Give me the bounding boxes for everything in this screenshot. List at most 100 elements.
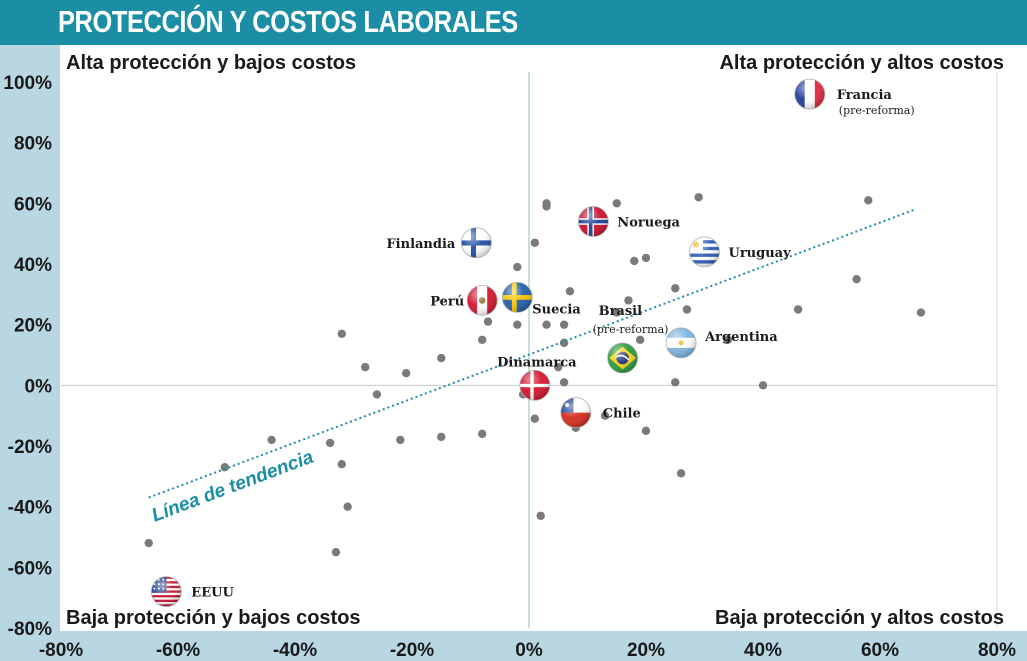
data-point [635,335,645,345]
y-tick-label: 80% [14,134,52,155]
data-point [758,381,768,390]
quadrant-label-bottom-right: Baja protección y altos costos [715,607,1004,629]
y-tick-label: -60% [8,558,52,579]
brazil-flag [607,342,638,374]
data-point [401,369,411,378]
country-label: Argentina [704,330,778,345]
data-point [542,320,551,329]
chart-title: PROTECCIÓN Y COSTOS LABORALES [58,4,518,39]
data-point [530,414,540,423]
country-label: Dinamarca [497,355,577,370]
data-point [671,284,680,293]
x-tick-label: 60% [861,640,899,661]
data-point [612,199,621,208]
uruguay-flag [689,236,720,268]
country-label: EEUU [191,586,234,601]
data-point [559,378,569,387]
chile-flag [560,397,592,429]
y-tick-label: -40% [8,498,52,519]
denmark-flag [519,369,551,401]
trend-line-label: Línea de tendencia [149,447,317,527]
data-point [372,390,382,399]
country-label: Brasil [599,304,643,319]
y-tick-label: -80% [8,619,52,640]
data-point [916,308,926,317]
x-tick-label: 0% [515,640,543,661]
quadrant-label-top-right: Alta protección y altos costos [719,52,1004,74]
data-point [437,353,446,363]
data-point [542,199,551,208]
peru-flag [466,284,498,316]
data-point [559,320,569,329]
data-point [396,435,405,445]
data-point [331,547,341,557]
y-tick-label: 0% [25,376,53,397]
data-point [483,317,493,326]
data-point [513,262,522,272]
plot-panel [60,45,1007,631]
data-point [478,429,487,439]
country-label: Chile [603,407,641,422]
data-point [437,432,446,442]
y-tick-label: 40% [14,255,52,276]
argentina-flag [665,327,697,359]
title-bar: PROTECCIÓN Y COSTOS LABORALES [0,0,1027,45]
y-tick-label: -20% [8,437,52,458]
x-tick-label: -60% [156,640,200,661]
data-point [554,362,563,372]
finland-flag [460,227,492,259]
data-point [337,329,346,338]
sweden-flag [501,281,533,313]
data-point [513,320,522,329]
country-label: Suecia [532,302,581,317]
data-point [671,378,680,387]
quadrant-label-top-left: Alta protección y bajos costos [66,52,356,74]
data-point [682,305,692,314]
country-label: Perú [430,294,464,309]
x-tick-label: -80% [39,640,83,661]
data-point [600,411,610,420]
data-point [530,238,540,247]
data-point [723,335,733,345]
country-label: Noruega [617,216,680,231]
usa-flag [150,576,182,607]
country-sublabel: (pre-reforma) [593,323,669,336]
data-point [144,538,153,548]
trend-line [148,208,916,499]
data-point [694,193,703,202]
data-point [630,256,639,266]
y-axis-band [0,45,60,661]
country-label: Francia [837,88,893,103]
data-point [220,463,229,472]
france-flag [794,78,826,110]
quadrant-label-bottom-left: Baja protección y bajos costos [66,607,361,629]
x-tick-label: 40% [744,640,782,661]
data-point [641,426,651,436]
data-point [852,274,861,284]
x-axis-band [0,631,1027,661]
data-point [624,296,633,305]
data-point [536,511,545,520]
country-label: Uruguay [729,246,792,261]
norway-flag [577,206,609,237]
country-label: Finlandia [386,237,455,252]
data-point [343,502,352,511]
data-point [565,287,575,296]
data-point [864,196,873,205]
country-sublabel: (pre-reforma) [839,104,915,117]
x-tick-label: 80% [978,640,1016,661]
y-tick-label: 20% [14,316,52,337]
x-tick-label: -20% [390,640,434,661]
x-tick-label: -40% [273,640,317,661]
data-point [478,335,487,345]
data-point [612,308,621,317]
y-tick-label: 60% [14,194,52,215]
data-point [267,435,276,445]
data-point [676,469,686,478]
data-point [337,460,346,469]
data-point [641,253,651,263]
data-point [361,362,370,372]
x-tick-label: 20% [627,640,665,661]
data-point [793,305,803,314]
